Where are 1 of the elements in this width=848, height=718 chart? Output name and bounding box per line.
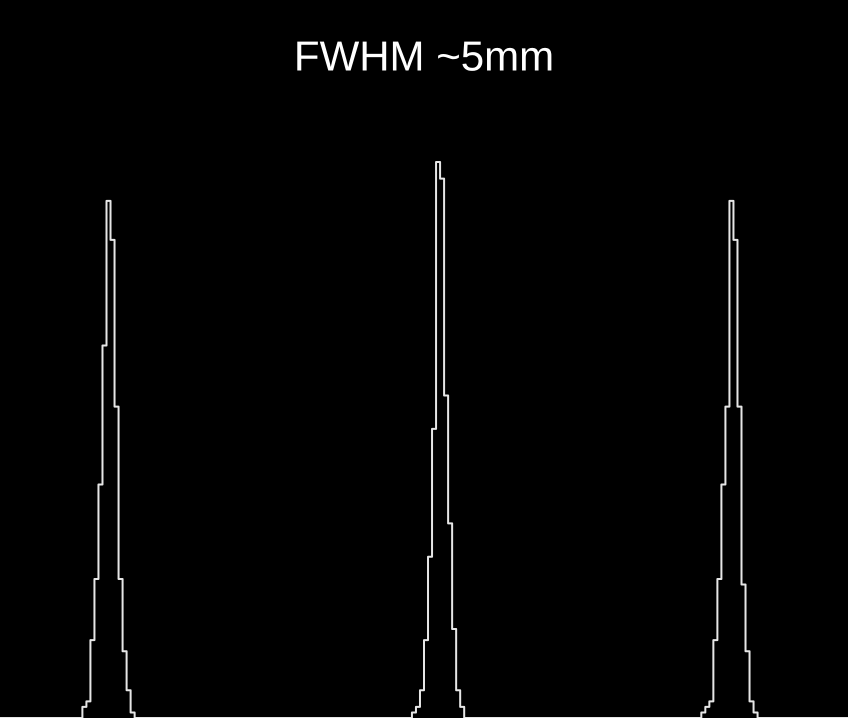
chart-title: FWHM ~5mm: [294, 32, 554, 80]
